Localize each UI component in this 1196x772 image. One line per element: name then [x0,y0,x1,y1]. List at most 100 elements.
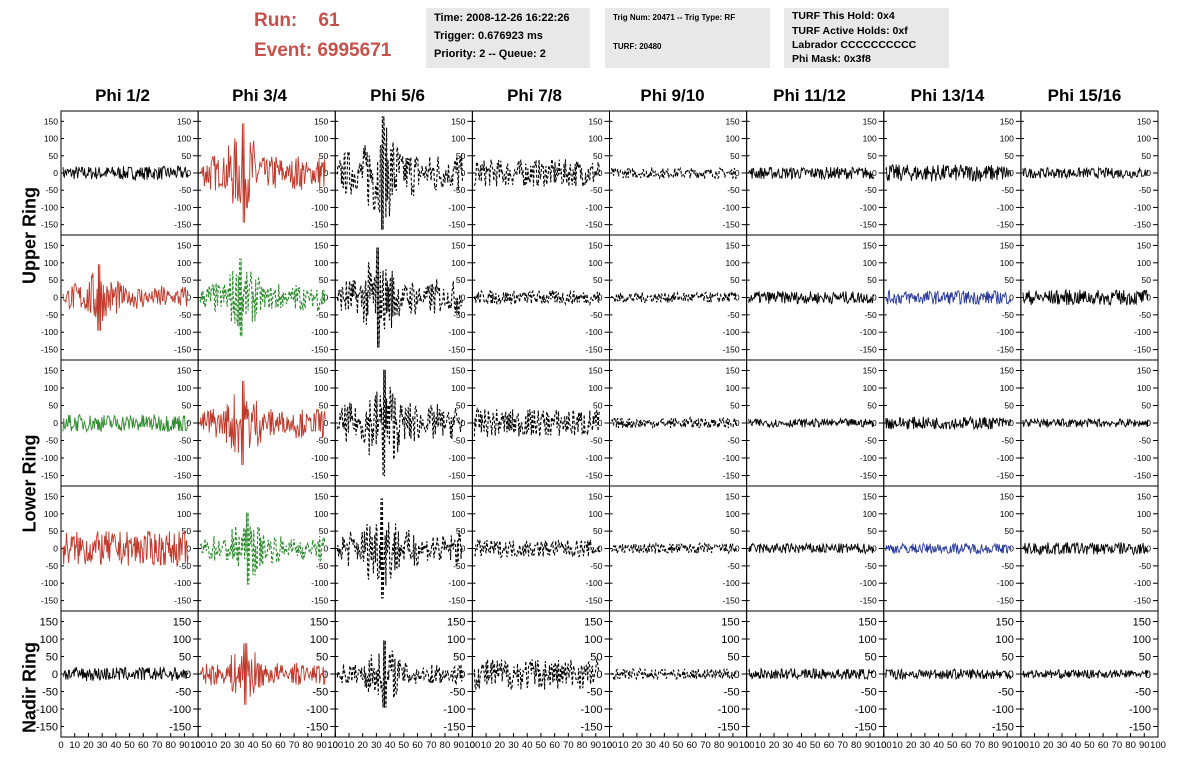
x-tick-label: 40 [796,740,807,751]
y-tick-label: -100 [1134,578,1151,588]
x-tick-label: 40 [659,740,670,751]
y-tick-label: 0 [598,168,603,178]
x-tick-label: 60 [686,740,697,751]
y-tick-label: -100 [585,578,602,588]
x-tick-label: 80 [1125,740,1136,751]
trigger-label: Trigger: 0.676923 ms [434,30,543,42]
y-tick-label: -150 [997,220,1014,230]
column-header: Phi 11/12 [773,86,846,105]
y-tick-label: 0 [735,292,740,302]
y-tick-label: 150 [447,616,465,628]
y-tick-label: 150 [451,240,465,250]
x-tick-label: 70 [837,740,848,751]
y-tick-label: 0 [461,543,466,553]
x-tick-label: 70 [974,740,985,751]
x-tick-label: 20 [769,740,780,751]
y-tick-label: -150 [580,721,602,733]
y-tick-label: 100 [725,383,739,393]
x-tick-label: 20 [83,740,94,751]
waveform-trace [885,415,1012,431]
column-header: Phi 9/10 [640,86,705,105]
y-tick-label: -50 [727,185,740,195]
y-tick-label: -150 [1134,596,1151,606]
y-tick-label: 0 [872,543,877,553]
y-tick-label: 100 [451,258,465,268]
turf-active-label: TURF Active Holds: 0xf [792,25,908,37]
y-tick-label: -150 [723,220,740,230]
y-tick-label: -150 [169,721,191,733]
y-tick-label: 0 [324,292,329,302]
run-number: Run: 61 [254,10,340,31]
x-tick-label: 50 [261,740,272,751]
x-tick-label: 100 [1150,740,1166,751]
x-tick-label: 80 [851,740,862,751]
y-tick-label: 100 [1137,383,1151,393]
y-tick-label: 0 [1009,168,1014,178]
y-tick-label: -50 [590,185,603,195]
y-tick-label: 0 [185,669,191,681]
waveform-trace [199,643,326,705]
turf-hold-label: TURF This Hold: 0x4 [792,10,895,22]
y-tick-label: -150 [1134,470,1151,480]
y-tick-label: 50 [1002,651,1014,663]
y-tick-label: -150 [723,345,740,355]
y-tick-label: 50 [867,151,877,161]
y-tick-label: -150 [1134,220,1151,230]
waveform-trace [473,658,600,690]
y-tick-label: -100 [1129,704,1151,716]
waveform-trace [611,415,738,430]
x-tick-label: 30 [1057,740,1068,751]
waveform-trace [748,542,875,555]
y-tick-label: 100 [1000,509,1014,519]
y-tick-label: -100 [448,327,465,337]
y-tick-label: 50 [49,151,59,161]
y-tick-label: 50 [319,151,329,161]
y-tick-label: 150 [177,365,191,375]
y-tick-label: 150 [177,116,191,126]
y-tick-label: -150 [443,721,465,733]
y-tick-label: -100 [997,327,1014,337]
y-tick-label: 100 [725,258,739,268]
x-tick-label: 90 [1002,740,1013,751]
waveform-trace [1022,541,1149,556]
waveform-trace [199,380,326,466]
waveform-trace [748,417,875,429]
x-tick-label: 30 [508,740,519,751]
y-tick-label: 150 [314,491,328,501]
y-tick-label: 100 [177,258,191,268]
x-tick-label: 50 [1084,740,1095,751]
y-tick-label: -50 [175,686,191,698]
x-tick-label: 30 [97,740,108,751]
x-tick-label: 20 [220,740,231,751]
y-tick-label: -150 [448,345,465,355]
waveform-trace [473,158,601,187]
y-tick-label: 100 [588,134,602,144]
time-label: Time: 2008-12-26 16:22:26 [434,12,570,24]
y-tick-label: 0 [53,168,58,178]
y-tick-label: 50 [1142,275,1152,285]
y-tick-label: -150 [174,470,191,480]
y-tick-label: -150 [41,470,58,480]
y-tick-label: -150 [860,470,877,480]
y-tick-label: -100 [718,704,740,716]
y-tick-label: 100 [588,258,602,268]
column-header: Phi 5/6 [370,86,425,105]
y-tick-label: 100 [1137,258,1151,268]
y-tick-label: 150 [1000,240,1014,250]
y-tick-label: -100 [41,327,58,337]
y-tick-label: 50 [867,275,877,285]
y-tick-label: 150 [725,365,739,375]
waveform-trace [885,668,1012,681]
y-tick-label: 100 [44,383,58,393]
y-tick-label: -150 [306,721,328,733]
y-tick-label: -150 [311,470,328,480]
y-tick-label: -50 [861,686,877,698]
y-tick-label: 50 [730,275,740,285]
x-tick-label: 0 [881,740,886,751]
y-tick-label: 100 [1133,634,1151,646]
y-tick-label: 150 [863,240,877,250]
y-tick-label: -100 [1134,453,1151,463]
waveform-trace [885,164,1012,182]
waveform-trace [611,541,738,556]
x-tick-label: 10 [344,740,355,751]
